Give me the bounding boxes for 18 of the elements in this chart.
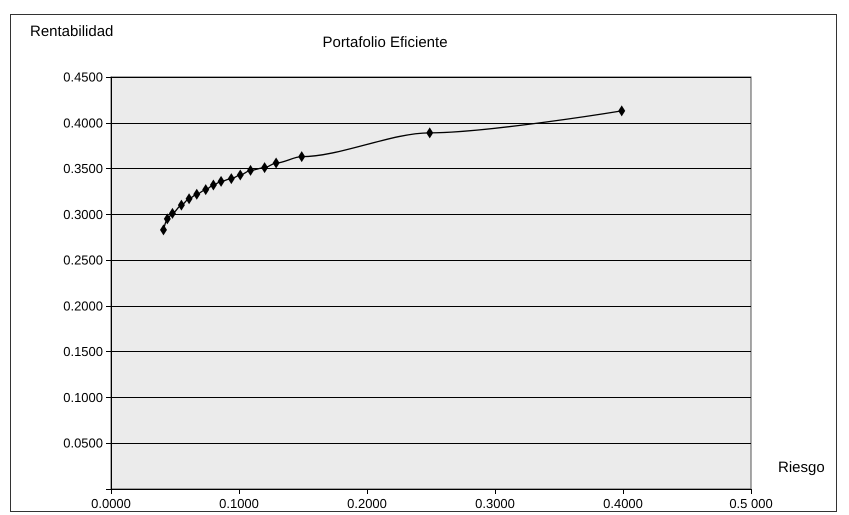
y-tick-label: 0.2000: [63, 298, 103, 314]
y-tick-label: 0.1500: [63, 344, 103, 360]
y-tick-label: 0.4000: [63, 115, 103, 130]
x-tick-label: 0.2000: [347, 496, 387, 511]
y-tick-label: 0.1000: [63, 390, 103, 405]
y-tick-label: 0.3000: [63, 206, 103, 222]
y-axis-title: Rentabilidad: [30, 23, 114, 40]
y-tick-label: 0.3500: [63, 161, 103, 176]
y-tick-label: 0.0500: [63, 436, 103, 451]
x-tick-label: 0.1000: [219, 496, 259, 511]
y-tick-label: 0.4500: [63, 70, 103, 84]
x-tick-label: 0.0000: [91, 496, 131, 511]
x-axis-title: Riesgo: [778, 459, 825, 476]
chart-title: Portafolio Eficiente: [322, 34, 448, 51]
x-tick-label: 0.5 000: [729, 496, 773, 511]
x-tick-label: 0.4000: [603, 496, 643, 511]
y-tick-label: 0.2500: [63, 252, 103, 268]
x-tick-label: 0.3000: [475, 496, 515, 511]
